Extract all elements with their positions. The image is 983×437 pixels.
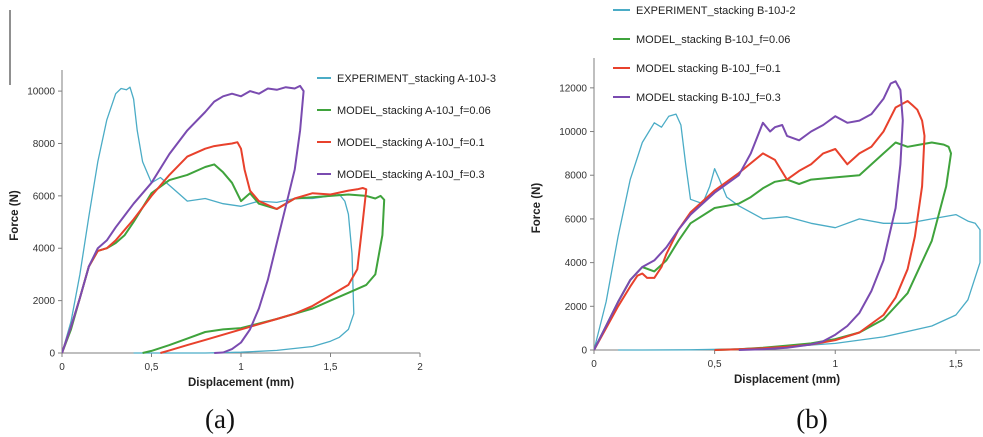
chart-b-caption: (b) — [796, 404, 827, 434]
chart-b-y-tick-label: 4000 — [565, 258, 588, 269]
chart-a-x-tick-label: 2 — [417, 362, 423, 373]
chart-a-y-axis-label: Force (N) — [9, 190, 21, 241]
chart-a-series-line-4 — [62, 84, 305, 354]
chart-b-y-tick-label: 2000 — [565, 302, 588, 313]
chart-a: 0 2000 4000 6000 8000 10000 0 0,5 1 1,5 2 Displacem… — [9, 10, 496, 434]
chart-a-x-tick-label: 1,5 — [324, 362, 338, 373]
chart-b-series-line-3 — [594, 100, 926, 351]
chart-a-x-tick-label: 0 — [59, 362, 65, 373]
chart-b-x-tick-label: 1,5 — [949, 359, 963, 370]
chart-a-legend-label-2: MODEL_stacking A-10J_f=0.06 — [337, 105, 491, 117]
chart-b-legend-label-1: EXPERIMENT_stacking B-10J-2 — [636, 5, 796, 17]
chart-b-legend-label-3: MODEL stacking B-10J_f=0.1 — [636, 63, 781, 75]
chart-a-y-tick-label: 6000 — [33, 191, 56, 202]
chart-b-y-tick-label: 10000 — [559, 127, 587, 138]
chart-a-y-tick-label: 2000 — [33, 296, 56, 307]
chart-a-y-tick-label: 4000 — [33, 244, 56, 255]
chart-a-legend-label-4: MODEL_stacking A-10J_f=0.3 — [337, 169, 485, 181]
chart-b-x-tick-label: 0,5 — [708, 359, 722, 370]
chart-a-x-axis-label: Displacement (mm) — [188, 377, 294, 389]
chart-b-legend-label-2: MODEL_stacking B-10J_f=0.06 — [636, 34, 790, 46]
chart-b-y-tick-label: 0 — [581, 346, 587, 357]
chart-b: 0 2000 4000 6000 8000 10000 12000 0 0,5 1 1,5 Displ… — [531, 5, 981, 434]
chart-b-legend-label-4: MODEL stacking B-10J_f=0.3 — [636, 92, 781, 104]
chart-b-y-axis-label: Force (N) — [531, 183, 543, 234]
chart-b-x-axis-label: Displacement (mm) — [734, 374, 840, 386]
chart-a-series-line-3 — [62, 141, 368, 354]
chart-a-y-tick-label: 8000 — [33, 139, 56, 150]
chart-b-x-tick-label: 1 — [832, 359, 838, 370]
chart-b-y-tick-label: 12000 — [559, 83, 587, 94]
chart-b-series-line-1 — [594, 113, 981, 351]
chart-b-x-tick-label: 0 — [591, 359, 597, 370]
chart-a-series-line-1 — [62, 86, 355, 354]
chart-a-plot-area — [62, 84, 386, 354]
chart-a-y-tick-label: 0 — [49, 349, 55, 360]
chart-a-legend-label-3: MODEL_stacking A-10J_f=0.1 — [337, 137, 485, 149]
chart-a-x-tick-label: 1 — [238, 362, 244, 373]
chart-b-series-line-2 — [594, 141, 952, 351]
chart-b-y-tick-label: 8000 — [565, 171, 588, 182]
chart-b-series-line-4 — [594, 80, 904, 351]
chart-b-plot-area — [594, 80, 981, 351]
chart-a-legend-label-1: EXPERIMENT_stacking A-10J-3 — [337, 73, 496, 85]
chart-a-x-tick-label: 0,5 — [145, 362, 159, 373]
chart-b-y-tick-label: 6000 — [565, 214, 588, 225]
chart-a-caption: (a) — [205, 404, 235, 434]
chart-a-y-tick-label: 10000 — [27, 87, 55, 98]
